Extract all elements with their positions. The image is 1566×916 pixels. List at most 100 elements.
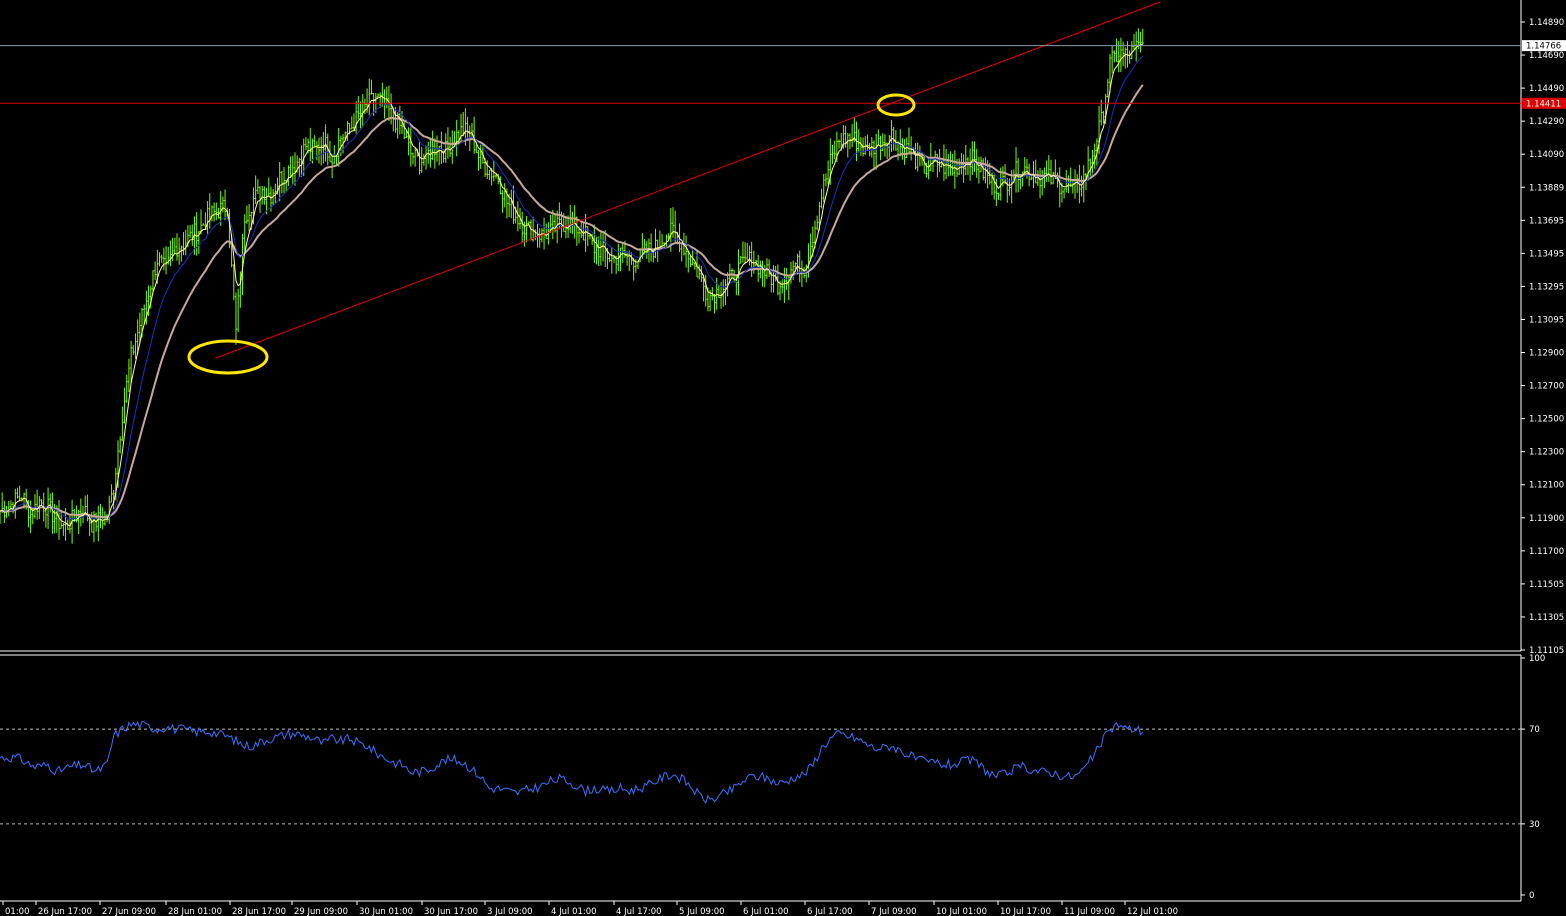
price-axis-label: 1.12700 bbox=[1529, 382, 1564, 392]
price-bar bbox=[108, 495, 111, 524]
price-bar bbox=[779, 280, 782, 301]
price-bar bbox=[359, 101, 362, 129]
price-bar bbox=[154, 261, 157, 281]
price-axis-label: 1.11505 bbox=[1529, 580, 1564, 590]
price-axis-label: 1.11305 bbox=[1529, 613, 1564, 623]
price-bar bbox=[556, 210, 559, 244]
price-axis: 1.14890 1.14690 1.14490 1.14290 1.14090 1.138… bbox=[1521, 18, 1564, 656]
price-bar bbox=[409, 127, 412, 167]
price-axis-label: 1.14290 bbox=[1529, 117, 1564, 127]
price-bar bbox=[263, 186, 266, 205]
ascending-trendline[interactable] bbox=[215, 1, 1161, 359]
price-bar bbox=[390, 93, 393, 125]
price-axis-label: 1.11900 bbox=[1529, 514, 1564, 524]
time-axis-label: 30 Jun 01:00 bbox=[359, 907, 413, 916]
time-axis-label: 30 Jun 17:00 bbox=[424, 907, 478, 916]
price-bar bbox=[833, 140, 836, 159]
price-bar bbox=[444, 133, 447, 163]
price-bar bbox=[18, 485, 21, 502]
price-bar bbox=[993, 174, 996, 200]
price-bar bbox=[357, 95, 360, 120]
price-bar bbox=[873, 140, 875, 169]
price-bar bbox=[407, 127, 410, 156]
price-bar bbox=[578, 227, 581, 244]
price-bar bbox=[827, 160, 830, 185]
price-bars bbox=[0, 28, 1144, 544]
price-bar bbox=[1082, 164, 1085, 203]
price-bar bbox=[420, 147, 423, 174]
price-bar bbox=[1124, 47, 1127, 69]
price-bar bbox=[958, 158, 961, 176]
price-bar bbox=[479, 144, 482, 169]
price-bar bbox=[890, 119, 893, 152]
price-bar bbox=[704, 274, 707, 307]
resistance-price-badge bbox=[1522, 97, 1566, 109]
price-bar bbox=[820, 188, 823, 209]
price-bar bbox=[796, 253, 799, 275]
price-bar bbox=[964, 144, 967, 176]
price-axis-label: 1.12300 bbox=[1529, 448, 1564, 458]
price-bar bbox=[318, 137, 321, 164]
price-bar bbox=[143, 304, 146, 325]
price-bar bbox=[206, 201, 209, 234]
price-bar bbox=[178, 237, 181, 265]
fast-moving-average bbox=[0, 43, 1143, 527]
price-bar bbox=[36, 489, 39, 520]
price-bar bbox=[737, 249, 740, 296]
price-bar bbox=[595, 237, 598, 265]
price-bar bbox=[405, 129, 408, 139]
price-bar bbox=[995, 178, 998, 207]
price-bar bbox=[501, 190, 504, 213]
rsi-pane[interactable]: 100 70 30 0 bbox=[0, 654, 1545, 902]
time-axis-label: 6 Jul 01:00 bbox=[743, 907, 789, 916]
price-bar bbox=[328, 140, 331, 162]
price-bar bbox=[977, 156, 980, 184]
price-bar bbox=[997, 192, 1000, 200]
price-bar bbox=[280, 171, 283, 194]
time-axis-label: 5 Jul 09:00 bbox=[679, 907, 725, 916]
price-bar bbox=[982, 158, 985, 181]
price-bar bbox=[914, 143, 917, 170]
time-axis-label: 10 Jul 17:00 bbox=[1000, 907, 1051, 916]
price-bar bbox=[162, 247, 165, 271]
price-bar bbox=[971, 141, 974, 176]
price-bar bbox=[51, 492, 54, 534]
price-bar bbox=[473, 116, 476, 154]
price-bar bbox=[881, 133, 884, 152]
price-axis-label: 1.13495 bbox=[1529, 249, 1564, 259]
price-bar bbox=[781, 279, 784, 294]
price-bar bbox=[213, 202, 216, 222]
price-bar bbox=[730, 268, 733, 278]
price-bar bbox=[169, 240, 172, 267]
price-bar bbox=[160, 254, 163, 263]
price-bar bbox=[671, 207, 674, 238]
price-bar bbox=[173, 237, 176, 254]
price-bar bbox=[1106, 78, 1109, 98]
price-bar bbox=[232, 264, 235, 301]
time-axis-label: 01:00 bbox=[5, 907, 30, 916]
time-axis-label: 12 Jul 01:00 bbox=[1127, 907, 1178, 916]
price-bar bbox=[429, 137, 432, 168]
price-bar bbox=[899, 129, 902, 157]
price-bar bbox=[783, 267, 786, 303]
price-bar bbox=[1063, 188, 1066, 199]
price-bar bbox=[608, 254, 611, 263]
price-bar bbox=[151, 270, 154, 295]
price-bar bbox=[414, 147, 417, 167]
time-axis-label: 7 Jul 09:00 bbox=[871, 907, 917, 916]
price-pane[interactable]: 1.14890 1.14690 1.14490 1.14290 1.14090 1.138… bbox=[0, 0, 1566, 656]
price-bar bbox=[234, 292, 237, 345]
current-price-badge bbox=[1522, 40, 1566, 52]
price-bar bbox=[248, 203, 251, 232]
price-bar bbox=[217, 207, 220, 219]
price-bar bbox=[1091, 149, 1094, 175]
price-axis-label: 1.12900 bbox=[1529, 349, 1564, 359]
price-bar bbox=[516, 201, 519, 232]
price-bar bbox=[888, 134, 891, 158]
price-axis-label: 1.11105 bbox=[1529, 646, 1564, 656]
price-bar bbox=[1052, 171, 1055, 185]
time-axis-label: 27 Jun 09:00 bbox=[102, 907, 156, 916]
price-bar bbox=[97, 505, 100, 542]
time-axis-label: 26 Jun 17:00 bbox=[38, 907, 92, 916]
